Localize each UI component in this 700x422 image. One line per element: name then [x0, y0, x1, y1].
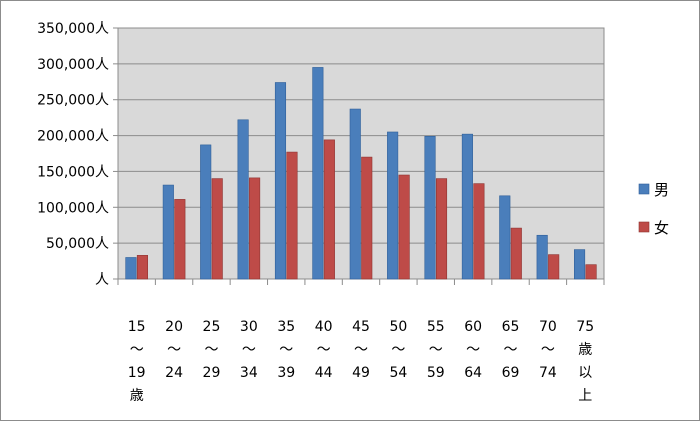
x-tick-label: 44	[315, 365, 333, 381]
x-tick-label: 64	[464, 365, 482, 381]
x-tick-label: 歳	[130, 388, 144, 404]
bar-male	[200, 144, 212, 280]
x-tick-label: 34	[240, 365, 258, 381]
x-tick-label: 歳	[578, 342, 592, 358]
bar-female	[174, 199, 186, 280]
bar-female	[361, 156, 373, 280]
x-tick-label: 45	[352, 319, 370, 335]
x-tick-label: ～	[391, 342, 405, 358]
bar-female	[510, 227, 522, 280]
x-tick-label: 15	[128, 319, 146, 335]
x-tick-label: ～	[429, 342, 443, 358]
bar-female	[249, 177, 261, 280]
bar-male	[536, 234, 548, 280]
legend-swatch-male	[638, 183, 650, 195]
y-tick-label: 250,000人	[37, 93, 109, 109]
bar-female	[136, 255, 148, 280]
x-tick-label: 69	[502, 365, 520, 381]
y-tick-label: 300,000人	[37, 57, 109, 73]
y-tick-label: 50,000人	[46, 236, 109, 252]
y-tick-label: 人	[95, 272, 109, 288]
x-tick-label: ～	[204, 342, 218, 358]
x-tick-label: 20	[165, 319, 183, 335]
x-tick-label: ～	[317, 342, 331, 358]
bar-female	[398, 174, 410, 280]
x-tick-label: 54	[389, 365, 407, 381]
bar-male	[125, 257, 137, 280]
x-tick-label: 19	[128, 365, 146, 381]
bar-male	[274, 82, 287, 280]
x-tick-label: 74	[539, 365, 557, 381]
x-tick-label: 29	[203, 365, 221, 381]
bar-male	[499, 195, 511, 280]
x-tick-label: ～	[279, 342, 293, 358]
x-tick-label: 55	[427, 319, 445, 335]
x-tick-label: 39	[277, 365, 295, 381]
x-tick-label: 25	[203, 319, 221, 335]
plot-area	[117, 27, 605, 280]
x-tick-label: 30	[240, 319, 258, 335]
x-tick-label: ～	[541, 342, 555, 358]
bar-female	[211, 178, 223, 280]
x-tick-label: 65	[502, 319, 520, 335]
x-tick-label: 以	[578, 365, 592, 381]
bar-female	[585, 264, 597, 280]
bar-male	[387, 131, 399, 280]
bar-female	[473, 183, 485, 280]
y-tick-label: 350,000人	[37, 21, 109, 37]
legend-label-male: 男	[654, 181, 669, 199]
bar-male	[162, 184, 174, 280]
x-tick-label: ～	[504, 342, 518, 358]
y-tick-label: 150,000人	[37, 164, 109, 180]
y-tick-label: 200,000人	[37, 129, 109, 145]
bar-male	[424, 135, 436, 280]
bar-male	[461, 133, 473, 280]
bar-female	[548, 254, 560, 280]
x-tick-label: 49	[352, 365, 370, 381]
x-tick-label: 35	[277, 319, 295, 335]
x-tick-label: 75	[576, 319, 594, 335]
x-tick-label: ～	[242, 342, 256, 358]
bar-female	[323, 139, 335, 280]
bar-male	[349, 108, 361, 280]
bar-female	[286, 151, 298, 280]
bar-female	[435, 178, 448, 280]
x-tick-label: ～	[130, 342, 144, 358]
x-tick-label: ～	[167, 342, 181, 358]
x-tick-label: 60	[464, 319, 482, 335]
legend-label-female: 女	[654, 219, 669, 237]
y-tick-label: 100,000人	[37, 200, 109, 216]
bar-male	[312, 67, 324, 280]
x-tick-label: 40	[315, 319, 333, 335]
x-tick-label: ～	[354, 342, 368, 358]
x-tick-label: 59	[427, 365, 445, 381]
x-tick-label: 24	[165, 365, 183, 381]
legend-swatch-female	[638, 221, 650, 233]
x-tick-label: ～	[466, 342, 480, 358]
x-tick-label: 50	[389, 319, 407, 335]
x-tick-label: 上	[578, 388, 592, 404]
bar-male	[574, 249, 586, 280]
bar-male	[237, 119, 249, 280]
x-tick-label: 70	[539, 319, 557, 335]
